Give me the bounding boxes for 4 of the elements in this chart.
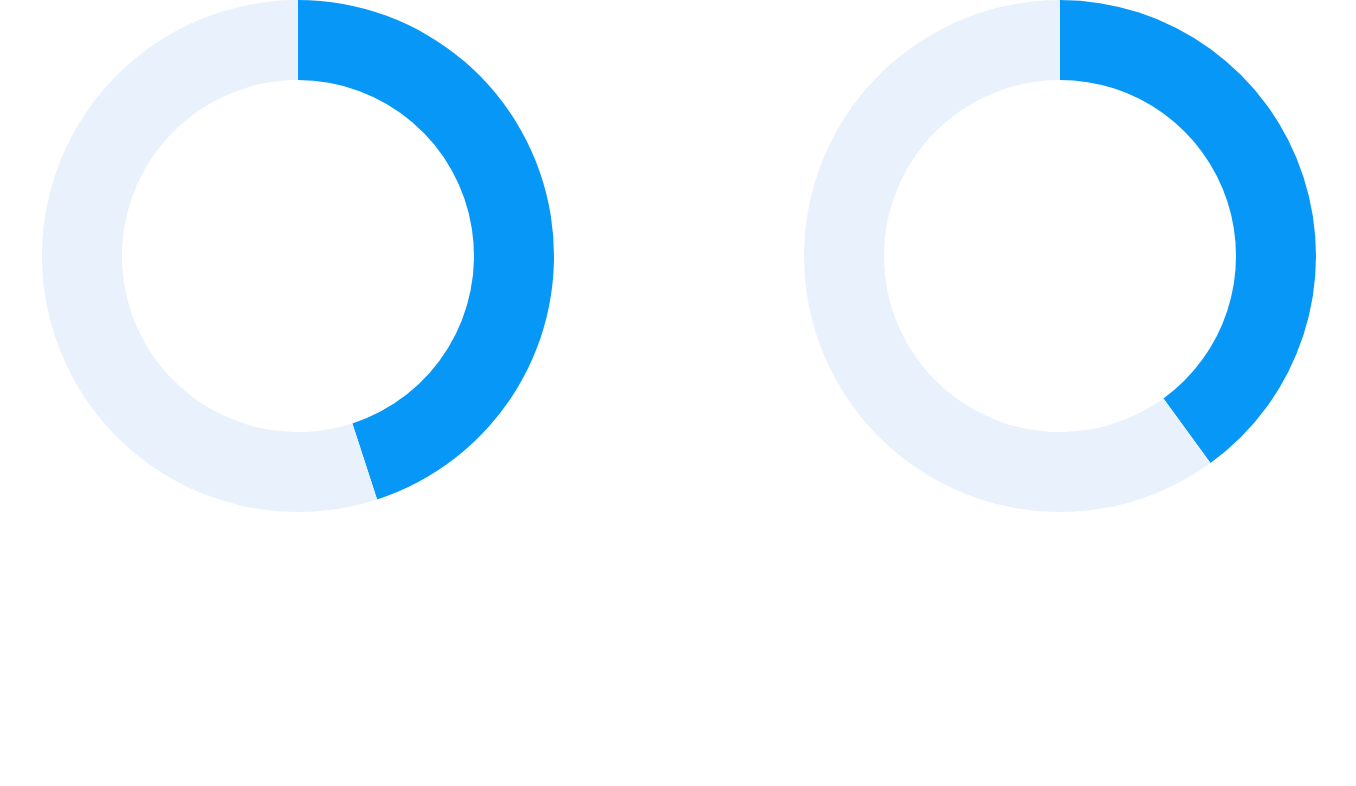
donut-slice — [1060, 0, 1316, 464]
donut-slice — [298, 0, 554, 500]
donut-slice — [804, 0, 1211, 512]
donut-slice — [42, 0, 378, 512]
